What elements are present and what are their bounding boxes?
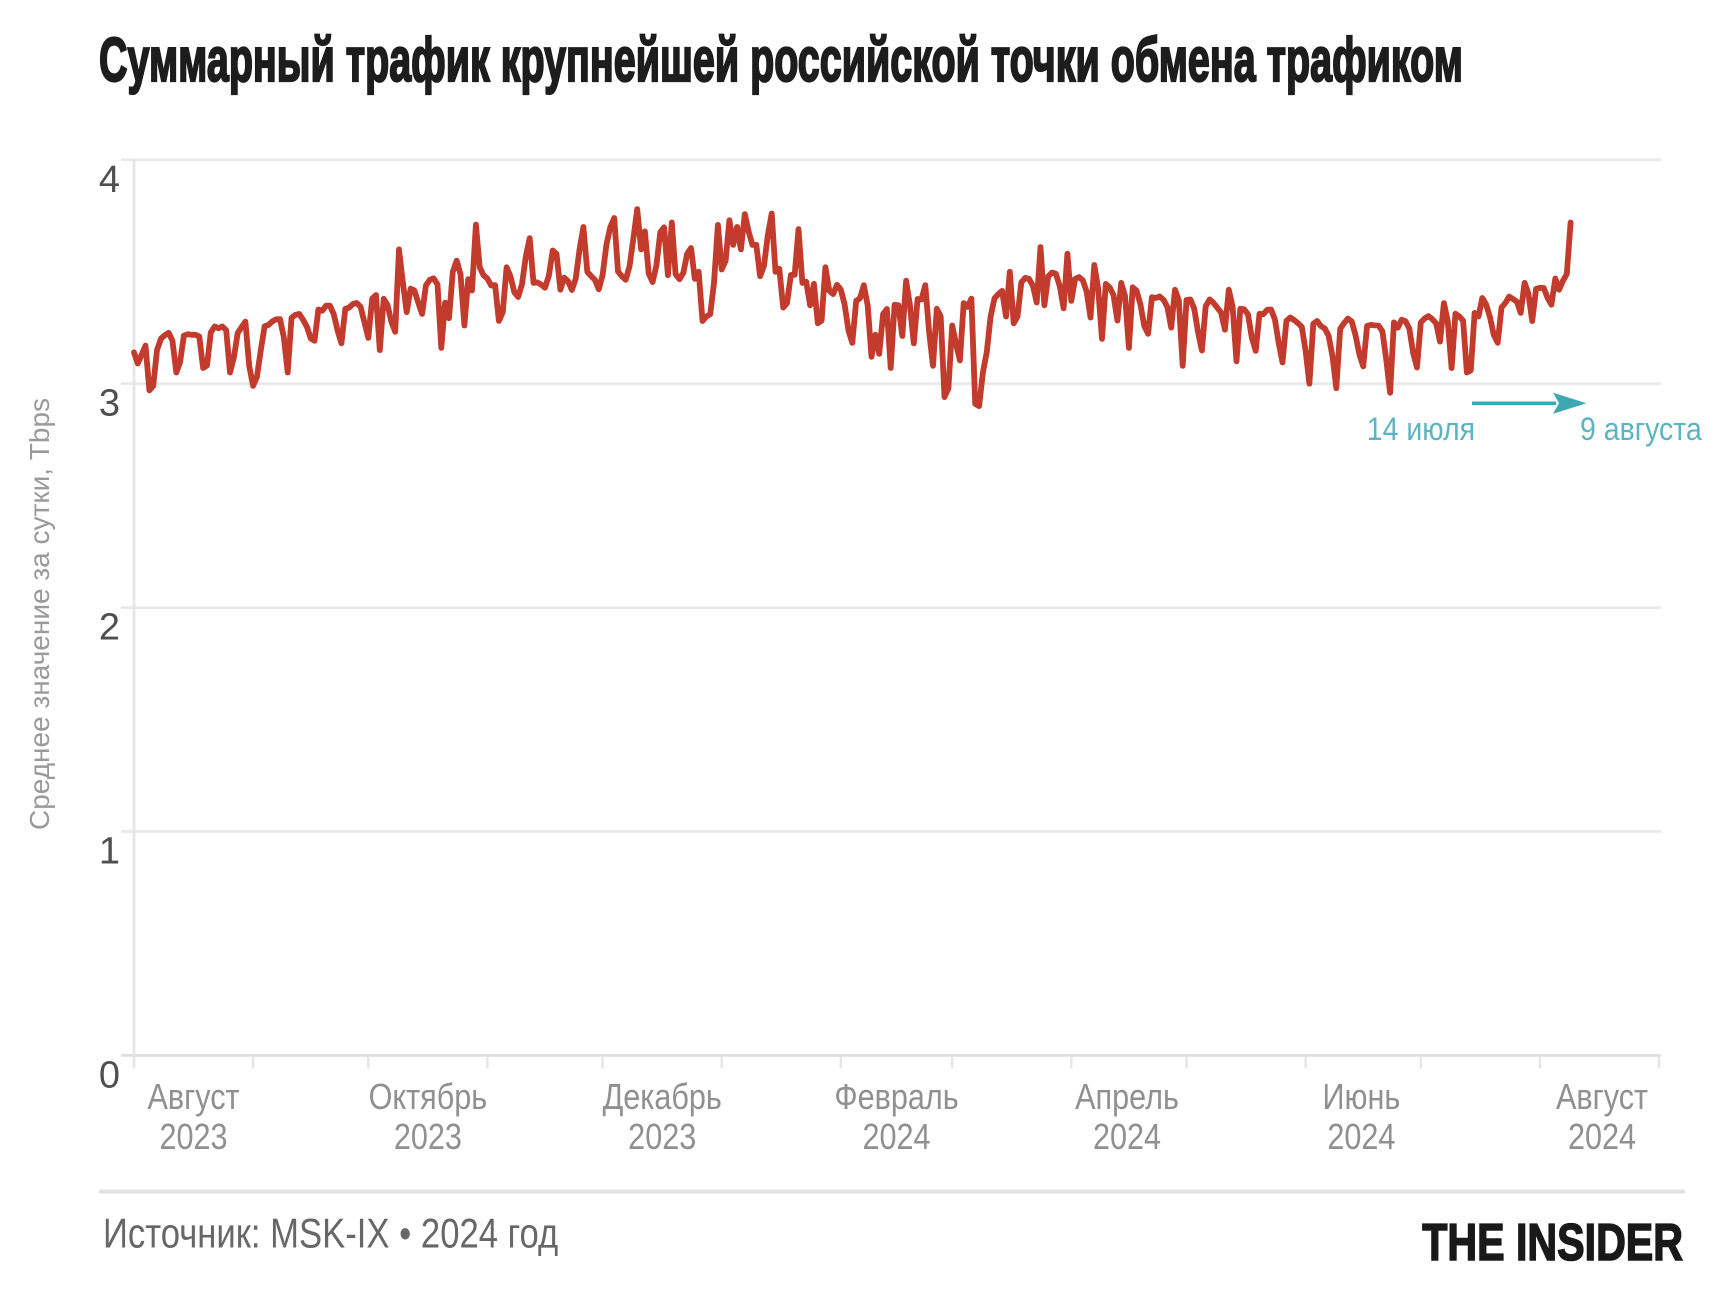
- svg-text:THE INSIDER: THE INSIDER: [1422, 1213, 1683, 1271]
- svg-text:2024: 2024: [1093, 1118, 1161, 1158]
- svg-text:2023: 2023: [159, 1118, 227, 1158]
- svg-text:2024: 2024: [1568, 1118, 1636, 1158]
- svg-text:9 августа: 9 августа: [1580, 413, 1702, 448]
- svg-text:0: 0: [99, 1054, 120, 1096]
- svg-text:Июнь: Июнь: [1323, 1078, 1401, 1118]
- svg-text:Источник: MSK-IX • 2024 год: Источник: MSK-IX • 2024 год: [103, 1210, 558, 1257]
- svg-text:2023: 2023: [394, 1118, 462, 1158]
- svg-text:2024: 2024: [862, 1118, 930, 1158]
- svg-text:2023: 2023: [628, 1118, 696, 1158]
- svg-text:3: 3: [99, 383, 120, 425]
- svg-text:Суммарный трафик крупнейшей ро: Суммарный трафик крупнейшей российской т…: [99, 26, 1463, 95]
- svg-text:Среднее значение за сутки, Tbp: Среднее значение за сутки, Tbps: [24, 398, 55, 830]
- svg-text:Декабрь: Декабрь: [603, 1078, 722, 1118]
- svg-text:2: 2: [99, 607, 120, 649]
- svg-text:1: 1: [99, 831, 120, 873]
- svg-text:Февраль: Февраль: [834, 1078, 958, 1118]
- svg-text:Октябрь: Октябрь: [369, 1078, 488, 1118]
- svg-text:2024: 2024: [1327, 1118, 1395, 1158]
- svg-text:14 июля: 14 июля: [1367, 413, 1475, 448]
- svg-text:Август: Август: [147, 1078, 239, 1118]
- svg-text:Апрель: Апрель: [1075, 1078, 1179, 1118]
- svg-text:Август: Август: [1556, 1078, 1648, 1118]
- svg-text:4: 4: [99, 159, 120, 201]
